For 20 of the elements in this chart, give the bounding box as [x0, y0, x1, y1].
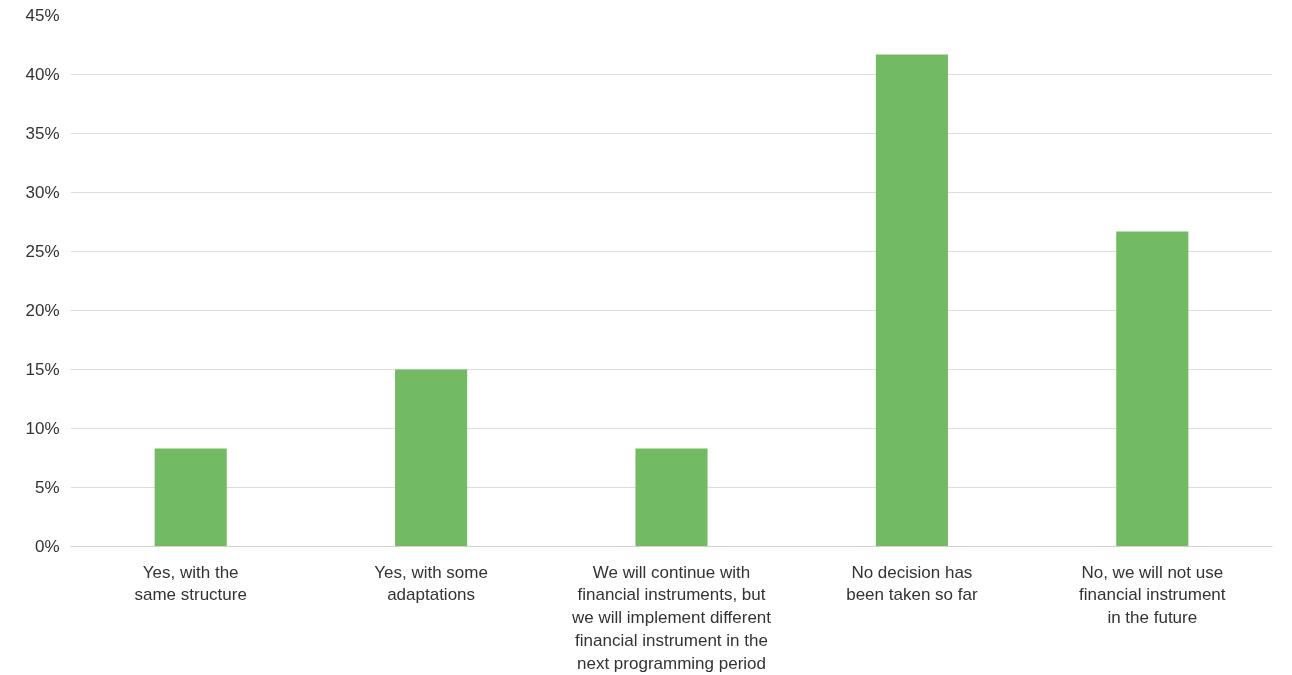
bar: [1116, 231, 1189, 547]
y-tick-label: 45%: [25, 6, 60, 25]
y-tick-label: 35%: [25, 124, 60, 143]
x-tick-label: Yes, with the same structure: [134, 562, 247, 605]
y-tick-label: 25%: [25, 242, 60, 261]
bar: [635, 448, 708, 547]
bar: [154, 448, 227, 547]
bar: [875, 54, 948, 547]
x-tick-label: Yes, with some adaptations: [374, 562, 488, 605]
y-tick-label: 10%: [25, 419, 60, 438]
x-tick-label: No, we will not use financial instrument in the future: [1079, 562, 1226, 628]
y-tick-label: 5%: [34, 478, 60, 497]
y-tick-label: 40%: [25, 65, 60, 84]
bar: [395, 369, 468, 547]
y-tick-label: 30%: [25, 183, 60, 202]
y-tick-label: 15%: [25, 360, 60, 379]
x-tick-label: We will continue with financial instruments, but we will implement different financial instrument in the next programming period: [570, 562, 772, 673]
y-tick-label: 0%: [34, 537, 60, 556]
y-tick-label: 20%: [25, 301, 60, 320]
x-tick-label: No decision has been taken so far: [846, 562, 978, 605]
